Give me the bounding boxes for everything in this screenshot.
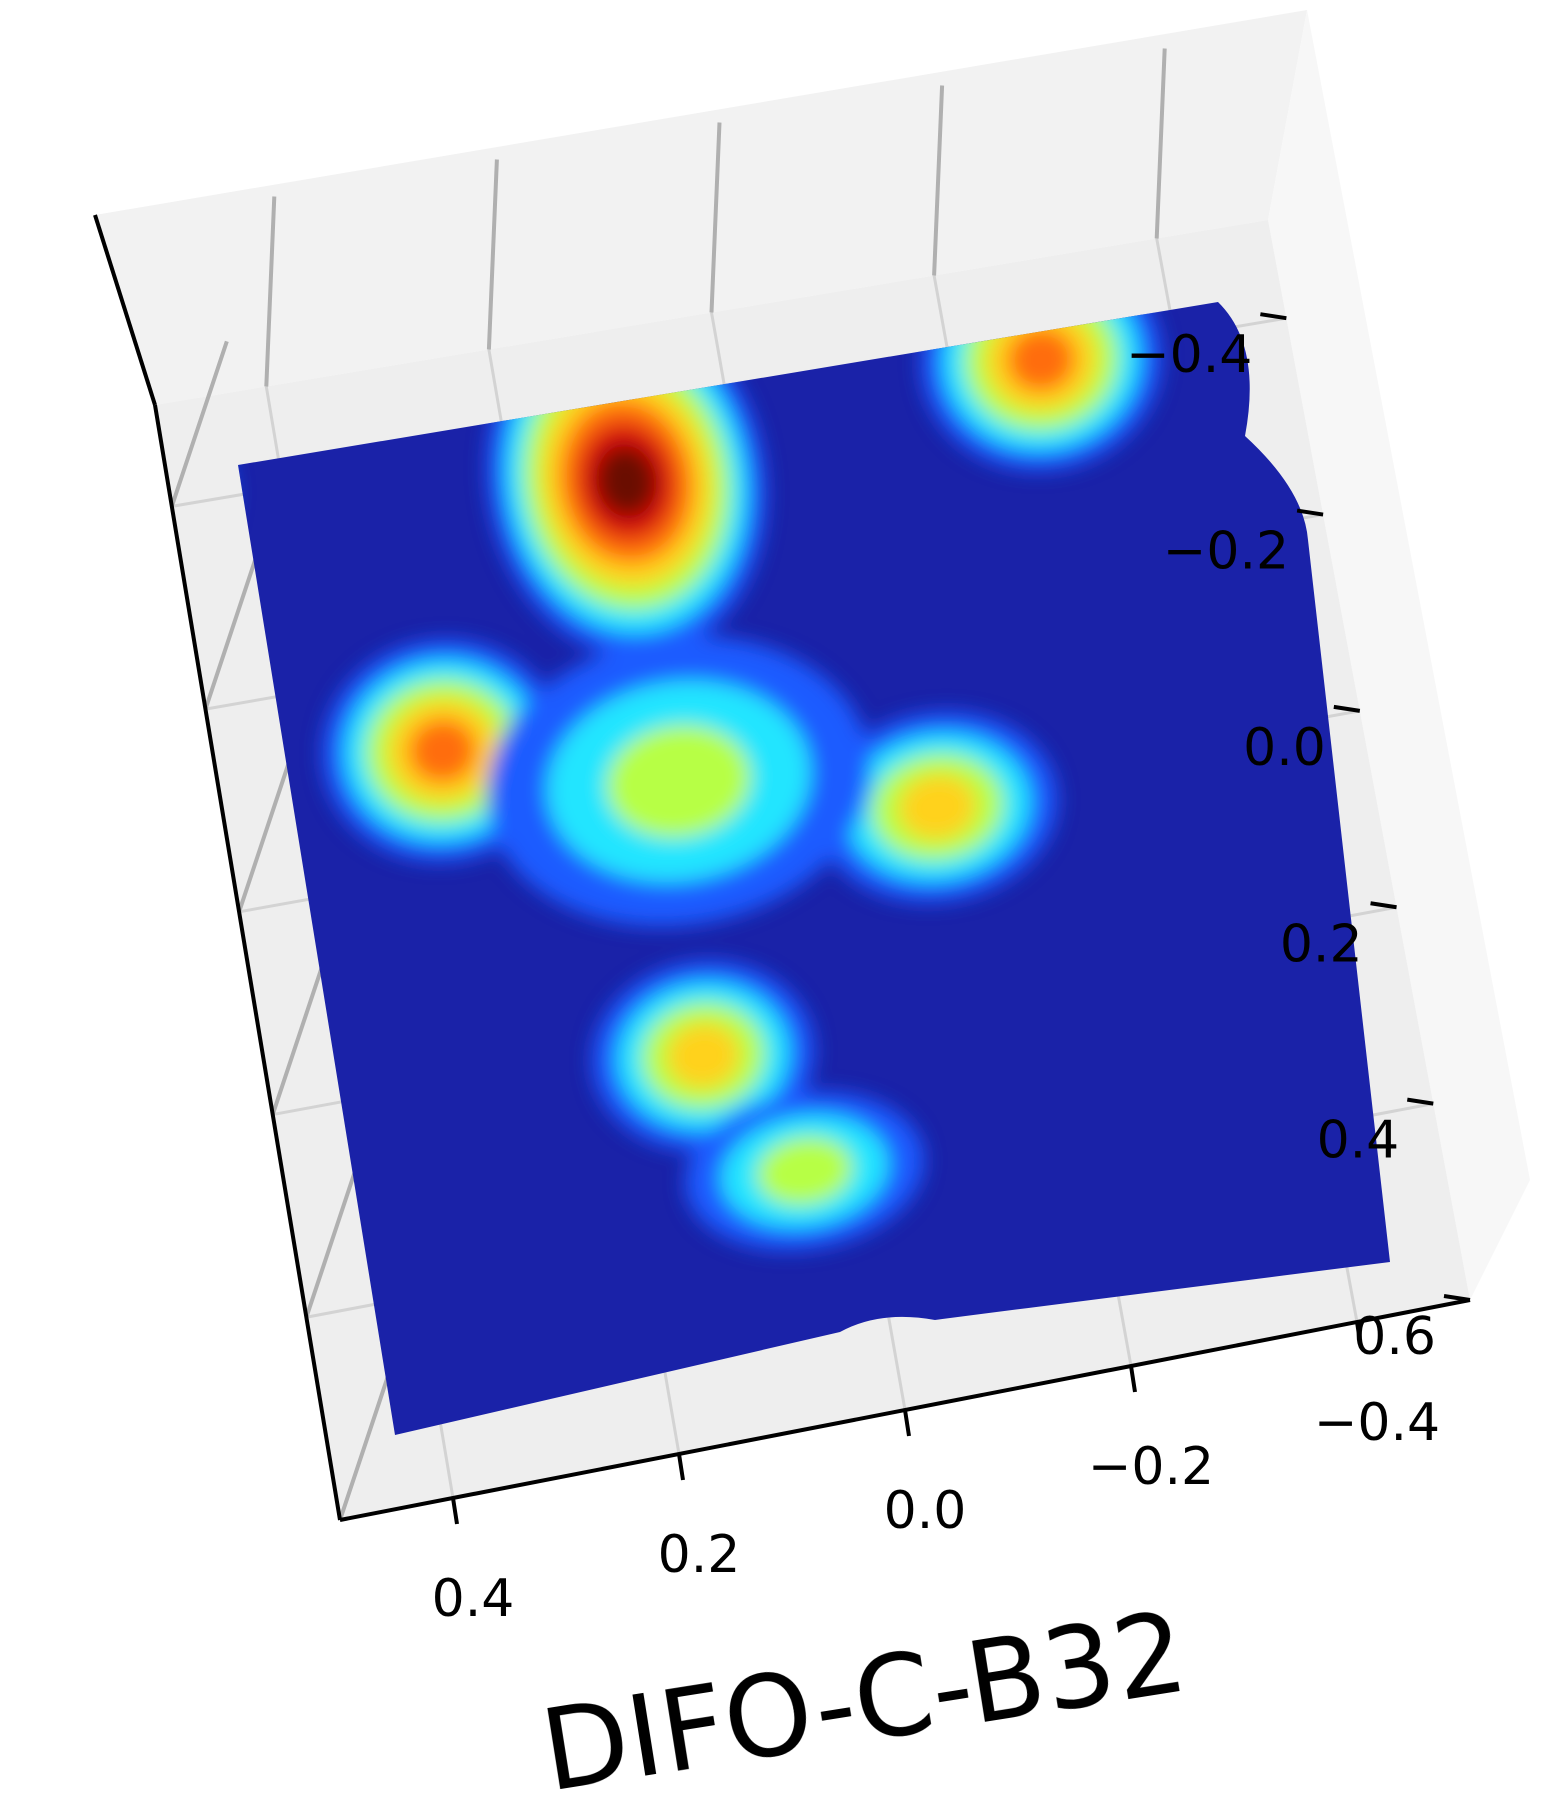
z-axis-line	[93, 214, 157, 406]
surface-peak-5-level-4	[666, 1023, 740, 1089]
side-wall-grid-0	[169, 340, 229, 507]
side-wall-grid-5	[338, 1354, 397, 1521]
right-pane	[1268, 10, 1530, 1300]
surface-peaks	[68, 302, 1162, 1251]
y-tick-label: −0.4	[1126, 325, 1252, 385]
back-wall-grid-0	[264, 196, 277, 387]
surface-peak-6-level-3	[606, 725, 751, 838]
back-wall-grid-2	[709, 122, 722, 313]
surface-peak-0-level-7	[596, 445, 657, 517]
x-tick-label: 0.0	[884, 1481, 967, 1541]
side-wall-grid-4	[304, 1151, 364, 1318]
side-wall-grid-3	[270, 948, 330, 1116]
y-tick-4	[1406, 1097, 1434, 1106]
tick-marks	[451, 312, 1471, 1525]
y-tick-label: −0.2	[1163, 522, 1289, 582]
surface-peak-3-level-4	[68, 453, 157, 538]
surface-peak-2-level-5	[1007, 327, 1075, 392]
side-wall-grid-1	[203, 543, 263, 710]
y-tick-label: 0.6	[1353, 1307, 1436, 1367]
x-tick-label: −0.4	[1314, 1393, 1440, 1453]
y-tick-1	[1296, 508, 1324, 517]
y-axis-line	[153, 404, 342, 1521]
surface	[68, 302, 1390, 1435]
surface-peak-7-level-3	[756, 1136, 853, 1206]
side-wall-grid-2	[237, 746, 296, 913]
back-wall-grid-4	[1154, 48, 1167, 239]
x-tick-0	[451, 1497, 459, 1525]
y-tick-label: 0.4	[1317, 1111, 1400, 1171]
x-tick-label: −0.2	[1088, 1437, 1214, 1497]
surface-peak-1-level-5	[409, 718, 477, 783]
x-axis-title: DIFO-C-B32	[533, 1587, 1195, 1800]
tick-labels: 0.4 0.2 0.0 −0.2 −0.4 −0.4 −0.2 0.0 0.2 0.4 0.6	[432, 325, 1440, 1629]
back-wall-grid-3	[932, 85, 945, 276]
y-tick-0	[1260, 312, 1287, 321]
x-tick-4	[1355, 1321, 1363, 1349]
surface-peak-4-level-4	[898, 774, 977, 840]
back-wall-grid-1	[486, 159, 499, 350]
x-tick-2	[903, 1409, 911, 1437]
x-tick-label: 0.2	[658, 1525, 741, 1585]
y-tick-3	[1370, 901, 1397, 910]
y-tick-label: 0.2	[1280, 914, 1363, 974]
x-tick-label: 0.4	[432, 1569, 515, 1629]
y-tick-2	[1333, 704, 1361, 713]
y-tick-label: 0.0	[1243, 718, 1326, 778]
y-tick-5	[1443, 1294, 1471, 1302]
x-tick-3	[1129, 1365, 1137, 1393]
x-tick-1	[677, 1453, 685, 1481]
back-pane	[95, 10, 1307, 405]
